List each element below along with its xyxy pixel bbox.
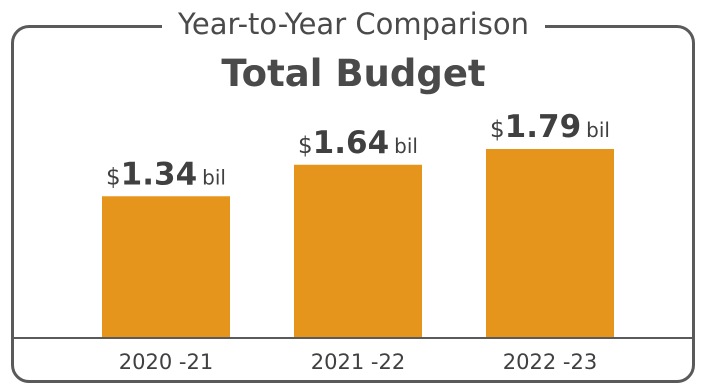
x-tick-label-2020-21: 2020 -21 xyxy=(119,350,213,374)
x-tick-label-2021-22: 2021 -22 xyxy=(311,350,405,374)
value-label-number: 1.64 xyxy=(313,125,390,161)
bars-group xyxy=(102,149,614,337)
bar-2021-22 xyxy=(294,164,422,337)
bar-2020-21 xyxy=(102,196,230,337)
value-label-suffix: bil xyxy=(202,165,226,189)
value-label-prefix: $ xyxy=(490,117,505,143)
x-tick-label-2022-23: 2022 -23 xyxy=(503,350,597,374)
value-label-2021-22: $1.64 bil xyxy=(298,125,418,161)
value-label-suffix: bil xyxy=(394,134,418,158)
value-label-prefix: $ xyxy=(298,133,313,159)
tick-labels-group: 2020 -21 2021 -22 2022 -23 xyxy=(119,350,597,374)
bar-2022-23 xyxy=(486,149,614,337)
chart-subtitle: Year-to-Year Comparison xyxy=(0,4,707,44)
chart-title: Total Budget xyxy=(221,52,486,95)
value-label-prefix: $ xyxy=(106,164,121,190)
value-label-number: 1.34 xyxy=(121,156,198,192)
value-label-2022-23: $1.79 bil xyxy=(490,109,610,145)
value-label-number: 1.79 xyxy=(505,109,582,145)
value-label-2020-21: $1.34 bil xyxy=(106,156,226,192)
value-labels-group: $1.34 bil$1.64 bil$1.79 bil xyxy=(106,109,610,192)
value-label-suffix: bil xyxy=(586,118,610,142)
